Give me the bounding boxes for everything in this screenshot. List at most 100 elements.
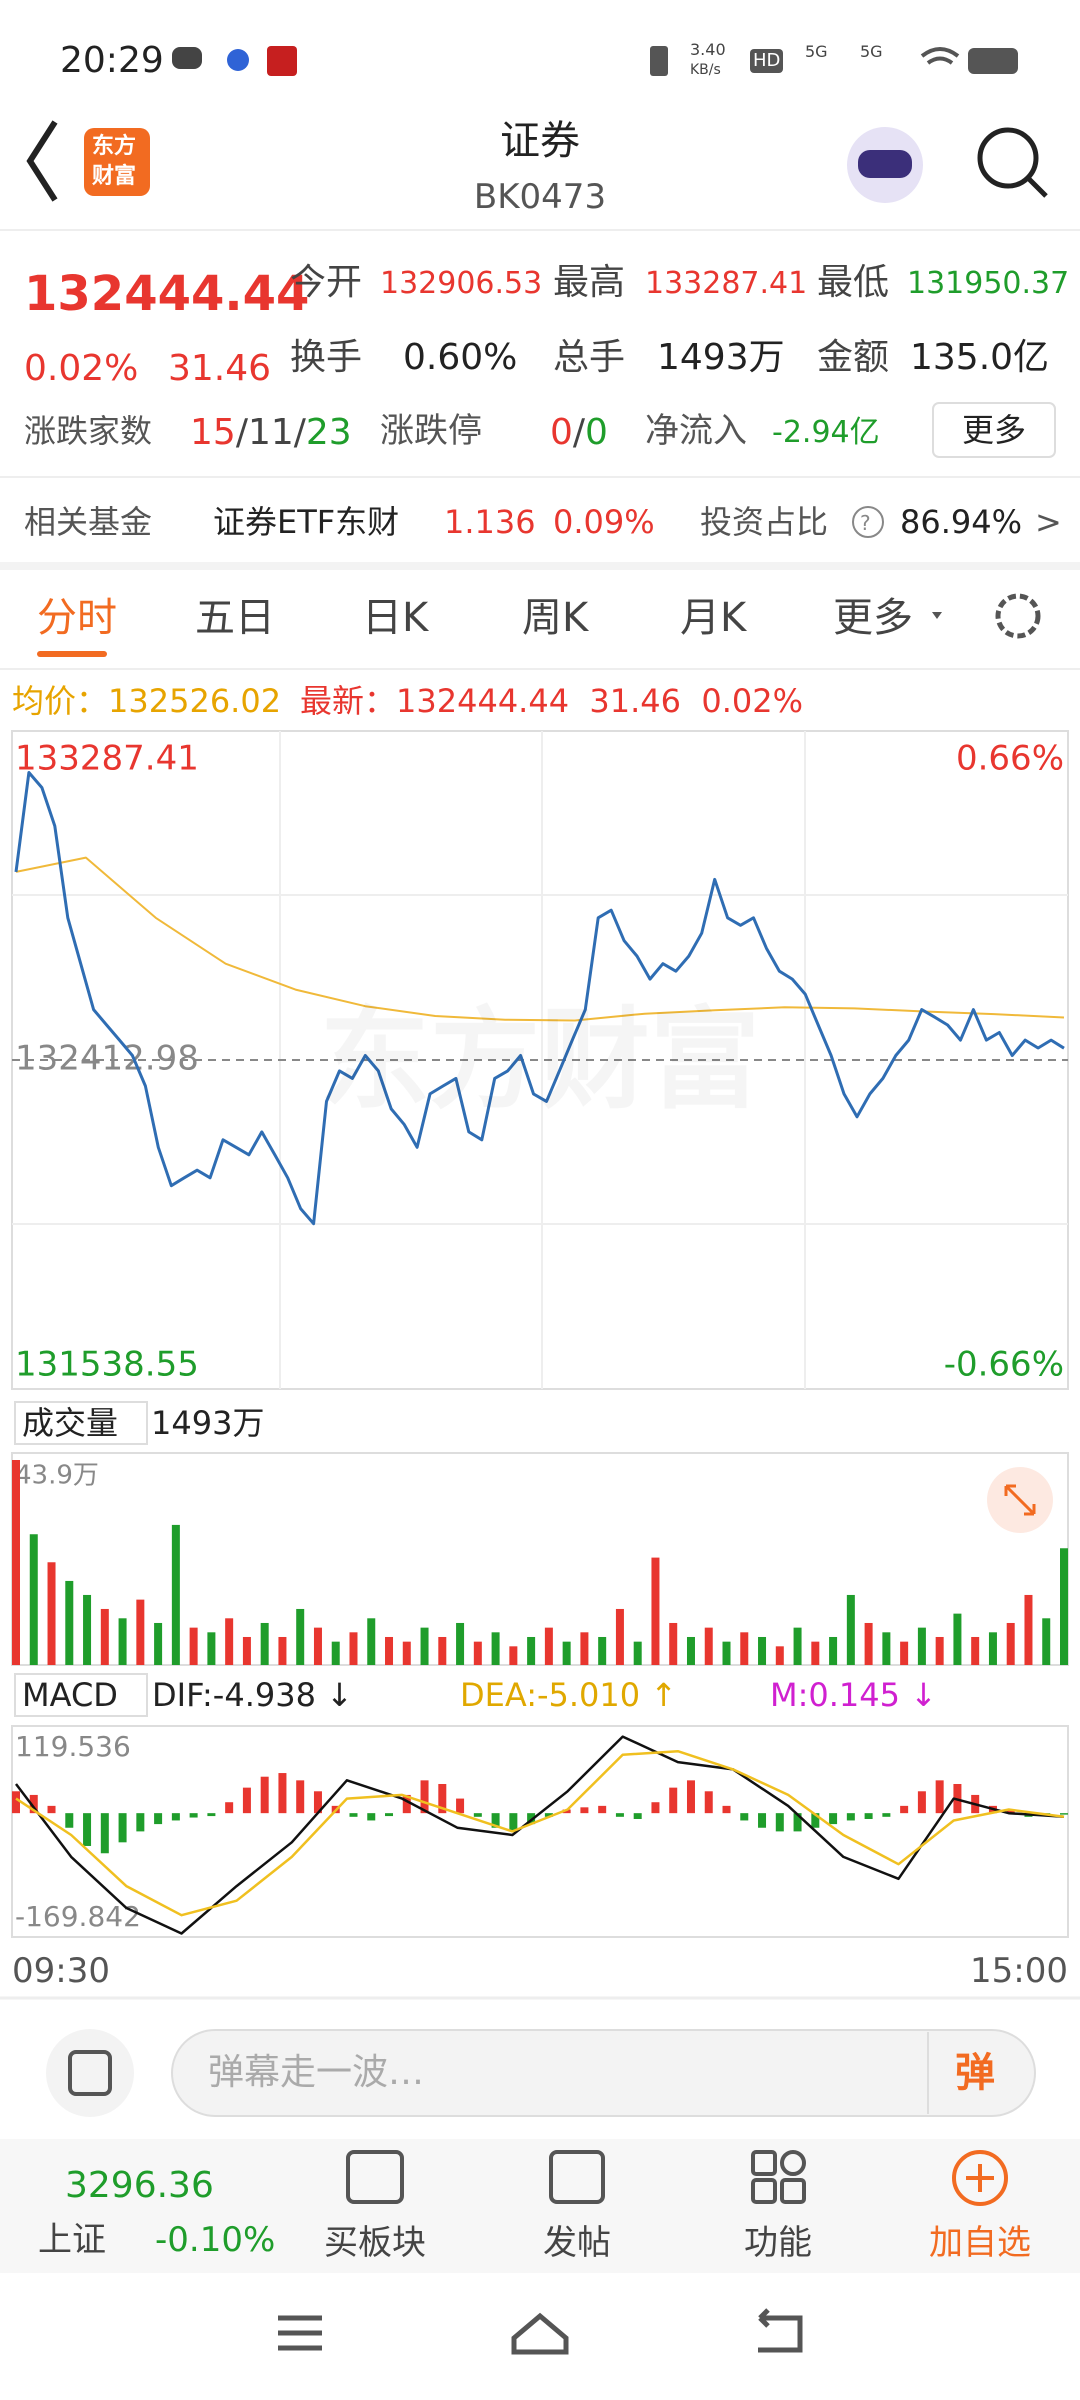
macd-bar	[278, 1773, 287, 1814]
back-key[interactable]	[758, 2308, 803, 2353]
volume-bar	[65, 1580, 74, 1665]
search-icon[interactable]	[977, 127, 1039, 189]
volume-bar	[562, 1641, 571, 1665]
toolbar-icon-bg[interactable]	[46, 2029, 134, 2117]
divider	[0, 562, 1080, 570]
tab[interactable]: 更多	[833, 595, 913, 641]
tab[interactable]: 月K	[680, 595, 747, 641]
up-count: 15	[190, 412, 236, 453]
volume-bar	[971, 1636, 980, 1665]
add-icon	[952, 2150, 1008, 2206]
volume-bar	[402, 1641, 411, 1665]
logo-text: 财富	[92, 164, 137, 189]
last-label: 最新：	[300, 682, 397, 720]
volume-bar	[29, 1534, 38, 1665]
volume-bar	[900, 1641, 909, 1665]
volume-bar	[758, 1636, 767, 1665]
index-pct[interactable]: -0.10%	[155, 2220, 276, 2260]
tab-active[interactable]: 分时	[37, 595, 117, 641]
volume-bar	[331, 1641, 340, 1665]
nav-item[interactable]: 加自选	[929, 2223, 1031, 2263]
nav-item[interactable]: 功能	[744, 2223, 812, 2263]
add-plus	[966, 2164, 994, 2192]
avg-value: 132526.02	[108, 682, 282, 720]
danmaku-button[interactable]: 弹	[955, 2050, 995, 2096]
volume-bar	[722, 1641, 731, 1665]
settings-icon[interactable]	[995, 593, 1041, 639]
volume-bar	[740, 1632, 749, 1665]
cloud-icon	[172, 47, 202, 69]
post-icon	[549, 2150, 605, 2204]
macd-selector[interactable]: MACD	[22, 1676, 118, 1714]
buy-sector-icon	[346, 2150, 404, 2204]
volume-bar	[864, 1622, 873, 1665]
field-label: 涨跌停	[380, 411, 482, 451]
macd-bar	[704, 1791, 713, 1814]
volume-bar	[83, 1594, 92, 1665]
ratio-label: 投资占比	[700, 503, 829, 541]
tab[interactable]: 五日	[195, 595, 275, 641]
ratio-arrow[interactable]: >	[1035, 503, 1062, 541]
down-count: 23	[305, 412, 352, 453]
divider	[0, 668, 1080, 670]
volume-bar	[669, 1622, 678, 1665]
more-button[interactable]: 更多	[961, 411, 1027, 449]
nav-item[interactable]: 发帖	[543, 2223, 611, 2263]
high-value: 133287.41	[645, 266, 808, 301]
volume-bar	[935, 1636, 944, 1665]
avg-info: 均价：132526.02	[12, 685, 281, 717]
volume-bar	[385, 1636, 394, 1665]
y-tick-label: 119.536	[15, 1730, 131, 1763]
volume-bar	[100, 1608, 109, 1665]
macd-bar	[313, 1791, 322, 1814]
macd-bar	[29, 1794, 38, 1814]
volume-selector[interactable]: 成交量	[22, 1404, 119, 1442]
home-key[interactable]	[511, 2312, 569, 2355]
app-icon	[267, 46, 297, 76]
y2-tick-label: -0.66%	[944, 1345, 1064, 1385]
volume-bar	[1006, 1622, 1015, 1665]
low-value: 131950.37	[907, 266, 1070, 301]
wifi-icon	[920, 47, 960, 65]
avg-label: 均价：	[12, 682, 109, 720]
macd-bar	[171, 1813, 180, 1821]
last-price: 132444.44	[24, 266, 310, 322]
help-mark[interactable]: ?	[860, 511, 871, 535]
macd-bar	[509, 1813, 518, 1832]
comment-input[interactable]	[171, 2029, 1036, 2117]
back-icon[interactable]	[26, 120, 58, 202]
tab[interactable]: 日K	[362, 595, 429, 641]
menu-key[interactable]	[278, 2315, 322, 2351]
breadth: 15/11/23	[190, 415, 352, 451]
volume-bar	[420, 1627, 429, 1665]
macd-dropdown[interactable]	[14, 1673, 148, 1717]
volume-bar	[651, 1557, 660, 1665]
fund-name[interactable]: 证券ETF东财	[213, 503, 400, 541]
volume-bar	[917, 1627, 926, 1665]
y2-tick-label: 0.66%	[956, 739, 1064, 779]
more-button-bg[interactable]	[932, 402, 1056, 458]
y-tick-label: 132412.98	[15, 1039, 199, 1079]
macd-bar	[1006, 1809, 1015, 1814]
nav-item[interactable]: 买板块	[324, 2223, 426, 2263]
expand-icon	[1004, 1484, 1036, 1516]
input-placeholder[interactable]: 弹幕走一波…	[208, 2052, 425, 2093]
last-change: 31.46	[589, 682, 682, 720]
volume-bar	[1060, 1548, 1068, 1665]
index-value[interactable]: 3296.36	[65, 2165, 214, 2206]
index-name[interactable]: 上证	[38, 2220, 106, 2260]
time-label: 15:00	[970, 1951, 1068, 1991]
volume-bar	[118, 1618, 127, 1665]
volume-bar	[260, 1622, 269, 1665]
func-icon	[780, 2178, 806, 2204]
volume-bar	[171, 1524, 180, 1665]
sep: /	[293, 412, 306, 453]
price-line	[14, 771, 1065, 1226]
field-label: 今开	[290, 262, 363, 303]
volume-bar	[811, 1641, 820, 1665]
volume-dropdown[interactable]	[14, 1401, 148, 1445]
field-label: 总手	[553, 337, 626, 378]
tab[interactable]: 周K	[522, 595, 589, 641]
